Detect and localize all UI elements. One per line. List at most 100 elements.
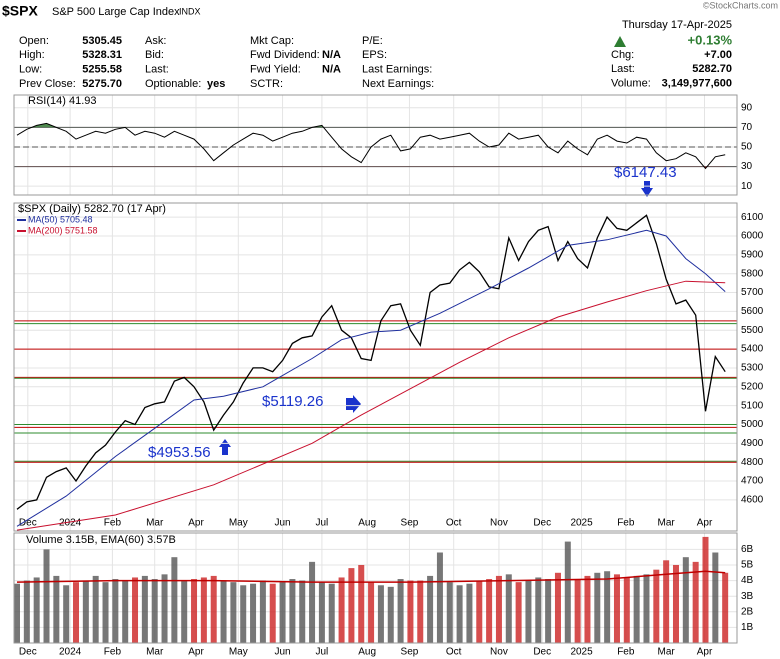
y-tick-label: 4800: [741, 457, 764, 468]
y-tick-label: 10: [741, 181, 753, 192]
field-label: Bid:: [145, 49, 164, 61]
volume-bar: [712, 552, 719, 643]
volume-bar: [397, 579, 404, 643]
panel-frame: [13, 532, 738, 644]
volume-bar: [604, 571, 611, 643]
volume-bar: [250, 583, 257, 643]
field-value: yes: [207, 78, 225, 90]
field-label: Volume:: [611, 78, 651, 90]
volume-bar: [377, 585, 384, 643]
y-tick-label: 5000: [741, 419, 764, 430]
volume-bar: [476, 580, 483, 643]
volume-bar: [318, 582, 325, 643]
y-tick-label: 6B: [741, 544, 754, 555]
volume-bar: [171, 557, 178, 643]
volume-bar: [427, 575, 434, 643]
x-tick-label: Feb: [617, 518, 635, 529]
annotation: $6147.43: [614, 164, 677, 181]
x-tick-label: Dec: [533, 647, 551, 658]
volume-bar: [505, 574, 512, 643]
field-value: 3,149,977,600: [662, 78, 732, 90]
field-label: Mkt Cap:: [250, 35, 294, 47]
y-tick-label: 4900: [741, 438, 764, 449]
x-tick-label: Nov: [490, 647, 508, 658]
x-tick-label: Apr: [188, 647, 204, 658]
y-tick-label: 6000: [741, 231, 764, 242]
y-tick-label: 3B: [741, 591, 754, 602]
volume-bar: [594, 572, 601, 643]
volume-bar: [387, 586, 394, 643]
volume-bar: [407, 580, 414, 643]
volume-bar: [525, 580, 532, 643]
y-tick-label: 4B: [741, 575, 754, 586]
x-tick-label: Jul: [316, 647, 329, 658]
volume-bar: [495, 575, 502, 643]
date: Thursday 17-Apr-2025: [622, 19, 732, 31]
panel-title: RSI(14) 41.93: [28, 95, 96, 107]
volume-bar: [43, 549, 50, 643]
field-value: +7.00: [704, 49, 732, 61]
x-tick-label: Aug: [358, 647, 376, 658]
volume-bar: [702, 536, 709, 643]
volume-bar: [14, 583, 20, 643]
y-tick-label: 5400: [741, 344, 764, 355]
volume-bar: [92, 575, 99, 643]
y-tick-label: 5100: [741, 400, 764, 411]
volume-bar: [338, 577, 345, 643]
y-tick-label: 5800: [741, 268, 764, 279]
volume-bar: [486, 579, 493, 643]
annotation: $5119.26: [262, 393, 323, 410]
rsi-line: [16, 122, 726, 170]
field-label: Next Earnings:: [362, 78, 434, 90]
volume-bar: [132, 577, 139, 643]
y-tick-label: 70: [741, 122, 753, 133]
field-label: Optionable:: [145, 78, 201, 90]
volume-bar: [663, 560, 670, 643]
x-tick-label: 2025: [570, 518, 593, 529]
x-tick-label: Mar: [146, 518, 164, 529]
volume-bar: [240, 585, 247, 643]
volume-bar: [181, 580, 188, 643]
volume-bar: [200, 577, 207, 643]
x-tick-label: Jun: [274, 647, 290, 658]
legend-entry: MA(200) 5751.58: [28, 225, 98, 235]
y-tick-label: 5700: [741, 287, 764, 298]
volume-bar: [279, 582, 286, 643]
arrow-right: [346, 395, 361, 413]
moving-average: [16, 229, 726, 527]
legend-entry: MA(50) 5705.48: [28, 214, 93, 224]
x-tick-label: Mar: [658, 647, 676, 658]
y-tick-label: 5B: [741, 560, 754, 571]
credit: ©StockCharts.com: [703, 0, 778, 10]
volume-bar: [23, 580, 30, 643]
volume-bar: [328, 583, 335, 643]
field-label: Fwd Yield:: [250, 64, 301, 76]
volume-bar: [692, 561, 699, 643]
volume-bar: [151, 579, 158, 643]
field-value: 5282.70: [692, 63, 732, 75]
x-tick-label: Sep: [401, 647, 419, 658]
x-tick-label: 2024: [59, 647, 82, 658]
volume-bar: [436, 552, 443, 643]
panel-title: Volume 3.15B, EMA(60) 3.57B: [26, 534, 176, 546]
volume-bar: [633, 575, 640, 643]
volume-bar: [653, 569, 660, 643]
volume-bar: [269, 583, 276, 643]
y-tick-label: 30: [741, 161, 753, 172]
volume-bar: [289, 579, 296, 643]
volume-bar: [643, 574, 650, 643]
volume-bar: [358, 564, 365, 643]
x-tick-label: Dec: [19, 518, 37, 529]
field-label: Ask:: [145, 35, 166, 47]
volume-bar: [63, 585, 70, 643]
x-tick-label: Feb: [104, 647, 122, 658]
field-label: Low:: [19, 64, 42, 76]
arrow-down: [641, 181, 653, 197]
panel-frame: [13, 202, 738, 532]
x-tick-label: Aug: [358, 518, 376, 529]
volume-bar: [456, 585, 463, 643]
field-value: 5305.45: [82, 35, 122, 47]
volume-bar: [554, 572, 561, 643]
volume-bar: [682, 557, 689, 643]
